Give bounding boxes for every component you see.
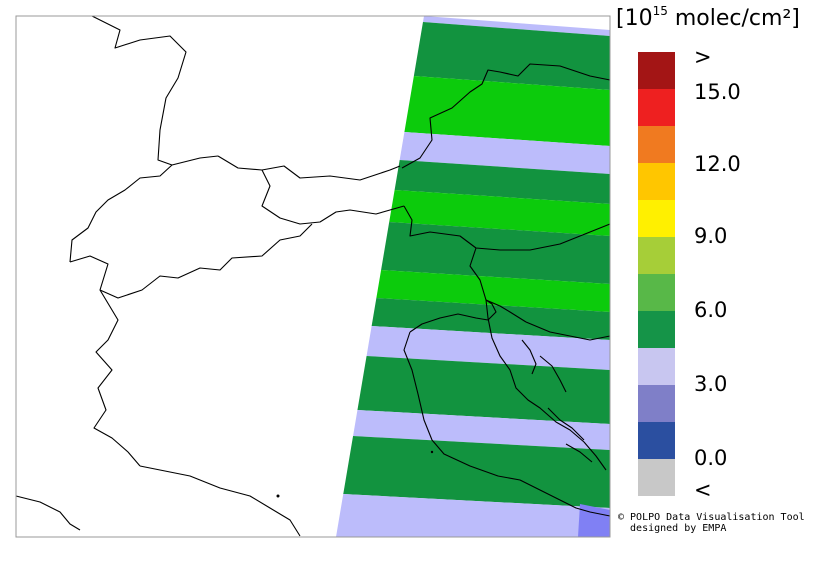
colorbar-label-15: 15.0 — [694, 80, 741, 104]
colorbar-label-0: 0.0 — [694, 446, 728, 470]
colorbar-label-9: 9.0 — [694, 224, 728, 248]
colorbar-swatch — [638, 422, 675, 459]
swath-stripe — [404, 76, 610, 146]
map-frame — [15, 15, 611, 538]
credit-line-1: © POLPO Data Visualisation Tool — [618, 512, 805, 523]
colorbar-swatch — [638, 348, 675, 385]
coast-istria — [485, 299, 607, 471]
coast-france-south — [15, 495, 81, 531]
swath-stripe — [353, 410, 610, 450]
colorbar-swatch — [638, 385, 675, 422]
border-croatia — [525, 321, 611, 341]
border-swiss-west — [69, 164, 173, 263]
colorbar-swatch — [638, 459, 675, 496]
swath-stripe — [413, 22, 610, 90]
swath-stripe — [336, 494, 610, 537]
colorbar-unit-title: [1015 molec/cm²] — [616, 4, 800, 31]
swath-stripe — [399, 132, 610, 174]
coast-islands-3 — [547, 407, 585, 441]
colorbar-swatch — [638, 311, 675, 348]
coast-italy-east — [403, 331, 611, 517]
colorbar-label-3: 3.0 — [694, 372, 728, 396]
coast-adriatic-west — [409, 299, 497, 333]
colorbar-swatch — [638, 163, 675, 200]
border-swiss-south — [261, 169, 405, 225]
colorbar-label-min: < — [694, 478, 712, 502]
border-swiss-italy — [69, 223, 313, 299]
credit-line-2: designed by EMPA — [618, 523, 727, 534]
colorbar — [638, 52, 675, 496]
colorbar-label-6: 6.0 — [694, 298, 728, 322]
colorbar-swatch — [638, 237, 675, 274]
colorbar-swatch — [638, 274, 675, 311]
swath-stripe — [343, 436, 610, 508]
small-island — [430, 450, 434, 454]
swath-stripe — [389, 190, 610, 236]
swath-stripe — [422, 16, 610, 36]
colorbar-label-12: 12.0 — [694, 152, 741, 176]
colorbar-label-max: > — [694, 45, 712, 69]
colorbar-swatch — [638, 52, 675, 89]
border-france-italy — [93, 289, 141, 467]
satellite-swath — [336, 16, 610, 537]
colorbar-swatch — [638, 89, 675, 126]
colorbar-swatch — [638, 126, 675, 163]
border-italy-inner — [139, 465, 301, 537]
swath-stripe — [366, 326, 610, 370]
country-borders — [15, 15, 611, 537]
coast-islands-4 — [565, 443, 593, 463]
coast-islands-2 — [539, 355, 567, 393]
border-swiss-north — [217, 155, 401, 181]
border-austria-germany — [401, 63, 611, 169]
swath-stripe — [394, 160, 610, 204]
small-island — [276, 494, 280, 498]
coast-islands-1 — [521, 339, 537, 375]
colorbar-swatch — [638, 200, 675, 237]
swath-stripe — [381, 222, 610, 284]
swath-stripe-blue — [578, 504, 610, 537]
